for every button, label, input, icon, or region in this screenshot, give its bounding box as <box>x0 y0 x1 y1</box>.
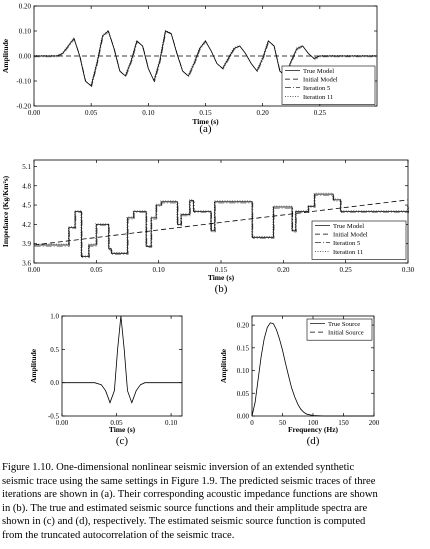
series-line <box>34 193 409 257</box>
legend-box <box>311 220 407 260</box>
y-tick-label: 5.1 <box>22 163 31 171</box>
y-tick-label: 0.20 <box>237 322 250 330</box>
x-tick-label: 0.15 <box>215 266 228 274</box>
y-tick-label: -0.10 <box>16 78 31 86</box>
series-line <box>33 192 408 256</box>
x-tick-label: 0.10 <box>165 419 178 427</box>
legend-box <box>306 318 373 341</box>
legend-label: Iteration 5 <box>333 240 361 247</box>
x-axis-label: Time (s) <box>109 425 136 434</box>
x-tick-label: 0.30 <box>402 266 415 274</box>
series-line <box>33 29 377 86</box>
legend-label: True Source <box>328 321 360 328</box>
y-tick-label: 4.5 <box>22 202 31 210</box>
caption-line: in (b). The true and estimated seismic s… <box>2 502 368 514</box>
caption-line: iterations are shown in (a). Their corre… <box>2 489 378 501</box>
x-tick-label: 0.05 <box>110 419 123 427</box>
panel-label: (b) <box>215 283 228 295</box>
x-tick-label: 0.10 <box>142 109 155 117</box>
y-tick-label: 3.6 <box>22 260 31 268</box>
legend-label: Iteration 11 <box>333 249 363 256</box>
plot-frame <box>61 315 183 417</box>
y-tick-label: -0.5 <box>48 413 60 421</box>
x-tick-label: 0.05 <box>85 109 98 117</box>
x-axis-label: Time (s) <box>208 273 235 282</box>
y-tick-label: 4.8 <box>22 182 31 190</box>
x-tick-label: 0.25 <box>340 266 353 274</box>
y-axis-label: Impedance (Kg/Km²s) <box>1 175 10 247</box>
series-line <box>62 315 182 404</box>
caption-line: from the truncated autocorrelation of th… <box>2 529 235 541</box>
panel-label: (c) <box>116 435 129 447</box>
y-tick-label: 0.00 <box>19 53 32 61</box>
legend-label: Iteration 11 <box>303 94 333 101</box>
x-tick-label: 150 <box>338 419 349 427</box>
x-axis-label: Frequency (Hz) <box>288 425 339 434</box>
y-tick-label: 0.0 <box>50 379 59 387</box>
x-tick-label: 0.20 <box>257 109 270 117</box>
x-tick-label: 0.10 <box>153 266 166 274</box>
x-tick-label: 0.05 <box>90 266 103 274</box>
x-tick-label: 0.20 <box>277 266 290 274</box>
y-tick-label: 0.5 <box>50 346 59 354</box>
y-tick-label: 1.0 <box>50 313 59 321</box>
y-tick-label: 3.9 <box>22 240 31 248</box>
y-tick-label: 0.15 <box>237 344 250 352</box>
y-tick-label: 0.20 <box>19 3 32 11</box>
x-tick-label: 200 <box>369 419 380 427</box>
x-axis-label: Time (s) <box>192 117 219 126</box>
panel-label: (d) <box>307 435 320 447</box>
y-axis-label: Amplitude <box>219 348 228 383</box>
series-line <box>251 322 374 417</box>
x-tick-label: 50 <box>279 419 287 427</box>
x-tick-label: 0.25 <box>314 109 327 117</box>
x-tick-label: 0 <box>250 419 254 427</box>
y-axis-label: Amplitude <box>1 38 10 73</box>
legend-label: Iteration 5 <box>303 85 331 92</box>
x-tick-label: 0.15 <box>199 109 212 117</box>
legend-label: True Model <box>303 68 334 75</box>
caption-line: Figure 1.10. One-dimensional nonlinear s… <box>2 462 355 473</box>
y-tick-label: -0.20 <box>16 103 31 111</box>
y-axis-label: Amplitude <box>29 348 38 383</box>
y-tick-label: 0.10 <box>237 367 250 375</box>
legend-label: Initial Model <box>333 232 368 239</box>
y-tick-label: 4.2 <box>22 221 31 229</box>
x-tick-label: 0.00 <box>28 266 41 274</box>
y-tick-label: 0.05 <box>237 390 250 398</box>
series-line <box>33 199 409 246</box>
legend-label: Initial Model <box>303 77 338 84</box>
figure-caption: Figure 1.10. One-dimensional nonlinear s… <box>2 461 428 543</box>
caption-line: seismic trace using the same settings in… <box>2 475 376 487</box>
legend-box <box>281 65 376 105</box>
x-tick-label: 0.00 <box>56 419 69 427</box>
caption-line: shown in (c) and (d), respectively. The … <box>2 516 366 528</box>
x-tick-label: 100 <box>308 419 319 427</box>
y-tick-label: 0.00 <box>237 413 250 421</box>
x-tick-label: 0.00 <box>28 109 41 117</box>
legend-label: True Model <box>333 223 364 230</box>
panel-label: (a) <box>199 123 212 135</box>
legend-label: Initial Source <box>328 330 364 337</box>
y-tick-label: 0.10 <box>19 28 32 36</box>
